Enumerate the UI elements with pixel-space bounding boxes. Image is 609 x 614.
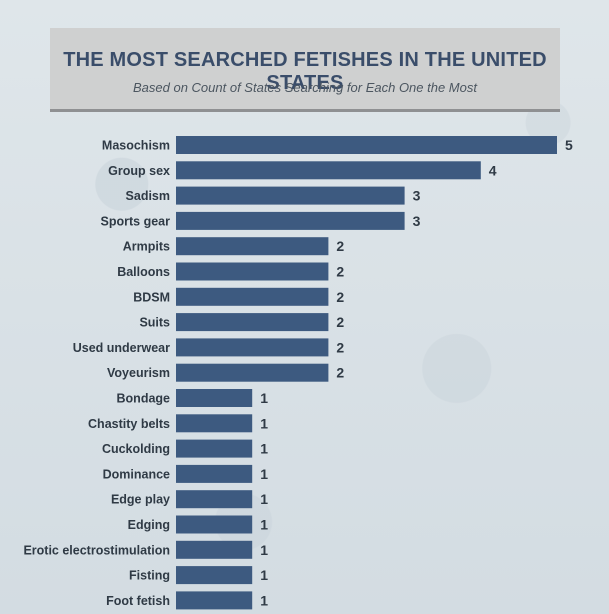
bar: [176, 515, 253, 534]
category-label: Bondage: [117, 392, 171, 406]
bar: [176, 566, 253, 585]
value-label: 1: [260, 542, 268, 558]
value-label: 2: [336, 264, 344, 280]
value-label: 3: [413, 213, 421, 229]
category-label: Balloons: [117, 265, 170, 279]
bar: [176, 490, 253, 509]
category-label: Cuckolding: [102, 442, 170, 456]
category-label: Edging: [128, 518, 170, 532]
value-label: 1: [260, 491, 268, 507]
category-label: Sports gear: [101, 214, 171, 228]
title-banner: THE MOST SEARCHED FETISHES IN THE UNITED…: [50, 28, 560, 112]
value-label: 1: [260, 592, 268, 608]
bar: [176, 540, 253, 559]
category-label: Masochism: [102, 139, 170, 153]
category-label: BDSM: [133, 290, 170, 304]
bar: [176, 237, 329, 256]
bar: [176, 439, 253, 458]
category-label: Fisting: [129, 569, 170, 583]
bar: [176, 389, 253, 407]
bar: [176, 363, 329, 382]
chart-title: THE MOST SEARCHED FETISHES IN THE UNITED…: [63, 49, 547, 94]
category-label: Dominance: [103, 467, 170, 481]
bar: [176, 186, 405, 205]
value-label: 1: [260, 567, 268, 583]
category-label: Suits: [139, 316, 170, 330]
value-label: 2: [336, 339, 344, 355]
value-label: 2: [336, 365, 344, 381]
category-label: Chastity belts: [88, 417, 170, 431]
category-label: Edge play: [111, 493, 170, 507]
chart-subtitle: Based on Count of States Searching for E…: [133, 80, 477, 95]
value-label: 2: [336, 314, 344, 330]
category-label: Used underwear: [73, 341, 170, 355]
bar: [176, 161, 481, 180]
value-label: 2: [336, 238, 344, 254]
value-label: 5: [565, 137, 573, 153]
category-label: Armpits: [123, 240, 170, 254]
category-label: Foot fetish: [106, 594, 170, 608]
bar: [176, 464, 253, 483]
value-label: 1: [260, 390, 268, 406]
bar: [176, 414, 253, 433]
bar: [176, 591, 253, 610]
category-label: Erotic electrostimulation: [23, 543, 170, 557]
category-label: Sadism: [126, 189, 170, 203]
value-label: 1: [260, 415, 268, 431]
bar: [176, 262, 329, 281]
bar: [176, 211, 405, 230]
category-label: Voyeurism: [107, 366, 170, 380]
bar: [176, 287, 329, 306]
bar: [176, 338, 329, 357]
value-label: 1: [260, 466, 268, 482]
bar: [176, 136, 557, 154]
value-label: 1: [260, 517, 268, 533]
value-label: 4: [489, 162, 497, 178]
category-label: Group sex: [108, 164, 170, 178]
value-label: 3: [413, 188, 421, 204]
value-label: 2: [336, 289, 344, 305]
value-label: 1: [260, 441, 268, 457]
bar: [176, 313, 329, 332]
